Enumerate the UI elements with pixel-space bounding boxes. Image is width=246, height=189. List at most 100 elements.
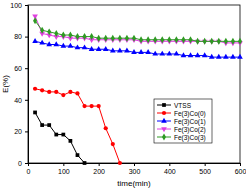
x-axis-title: time(min): [117, 179, 151, 188]
series-marker: [33, 111, 37, 115]
legend-label: Fe(3)Co(2): [174, 126, 206, 134]
y-tick-mark: [25, 37, 28, 38]
x-axis: 0100200300400500600: [27, 163, 246, 175]
series-marker: [82, 104, 86, 108]
series-marker: [33, 87, 37, 91]
series-marker: [131, 49, 137, 54]
legend: VTSSFe(3)Co(0)Fe(3)Co(1)Fe(3)Co(2)Fe(3)C…: [154, 99, 212, 143]
series-marker: [46, 41, 52, 46]
series: [33, 87, 122, 165]
y-tick-label: 40: [14, 97, 22, 104]
x-tick-label: 100: [58, 168, 70, 175]
y-tick-label: 0: [18, 160, 22, 167]
legend-box: [154, 99, 212, 143]
series-marker: [145, 49, 151, 54]
series-marker: [68, 90, 72, 94]
x-tick: 100: [58, 163, 70, 175]
series-marker: [82, 44, 88, 49]
series-marker: [76, 153, 80, 157]
series-marker: [33, 17, 37, 24]
y-tick: 60: [14, 65, 28, 72]
series-marker: [166, 51, 172, 56]
x-tick: 400: [164, 163, 176, 175]
series-marker: [97, 35, 101, 42]
plot-frame: [28, 5, 240, 163]
series-marker: [181, 52, 187, 57]
y-tick-mark: [25, 100, 28, 101]
x-tick-label: 600: [235, 168, 246, 175]
y-tick: 100: [10, 2, 28, 9]
y-tick-mark: [25, 163, 28, 164]
legend-entry: VTSS: [157, 102, 192, 109]
series-marker: [159, 51, 165, 56]
series-marker: [139, 36, 143, 43]
series-marker: [209, 54, 215, 59]
series-marker: [89, 46, 95, 51]
x-axis-line: [29, 164, 241, 167]
series-marker: [97, 104, 101, 108]
x-tick-mark: [205, 163, 206, 166]
legend-entry: Fe(3)Co(1): [157, 118, 206, 126]
series-marker: [138, 49, 144, 54]
y-tick-label: 80: [14, 33, 22, 40]
series-line: [35, 112, 84, 163]
series: [33, 111, 86, 165]
series-marker: [111, 142, 115, 146]
chart: 0100200300400500600020406080100VTSSFe(3)…: [0, 0, 246, 189]
series-marker: [60, 43, 66, 48]
series-marker: [47, 123, 51, 127]
x-tick-label: 300: [129, 168, 141, 175]
series-marker: [238, 38, 242, 45]
legend-entry: Fe(3)Co(0): [157, 110, 206, 118]
y-tick-mark: [25, 5, 28, 6]
x-tick-label: 200: [93, 168, 105, 175]
legend-marker: [162, 103, 166, 107]
series-marker: [40, 88, 44, 92]
y-axis-title: E(%): [1, 75, 10, 93]
series-marker: [237, 54, 243, 59]
series-marker: [103, 46, 109, 51]
legend-marker: [162, 111, 166, 115]
x-tick: 200: [93, 163, 105, 175]
series: [33, 17, 242, 45]
x-tick-mark: [99, 163, 100, 166]
series-marker: [160, 36, 164, 43]
y-tick-label: 20: [14, 128, 22, 135]
series-marker: [230, 54, 236, 59]
series-marker: [167, 36, 171, 43]
y-tick: 20: [14, 128, 28, 135]
series-marker: [124, 48, 130, 53]
y-tick: 40: [14, 97, 28, 104]
series-marker: [104, 35, 108, 42]
series-marker: [75, 91, 79, 95]
x-tick-mark: [63, 163, 64, 166]
series-marker: [231, 38, 235, 45]
series-marker: [224, 38, 228, 45]
series-marker: [118, 161, 122, 165]
series-marker: [189, 36, 193, 43]
series-marker: [195, 52, 201, 57]
series-marker: [153, 36, 157, 43]
x-tick: 300: [129, 163, 141, 175]
plot-area: 0100200300400500600020406080100VTSSFe(3)…: [10, 2, 246, 175]
series-marker: [90, 33, 94, 40]
y-axis: 0 20 40 60 80 100: [10, 2, 28, 167]
series-marker: [69, 139, 73, 143]
series-marker: [32, 38, 38, 43]
series-marker: [174, 36, 178, 43]
y-tick: 0: [18, 160, 28, 167]
legend-label: Fe(3)Co(3): [174, 134, 206, 142]
series-marker: [40, 27, 44, 34]
legend-label: VTSS: [174, 102, 192, 109]
series-marker: [75, 44, 81, 49]
series: [32, 14, 243, 46]
series-marker: [202, 52, 208, 57]
legend-marker: [161, 118, 167, 123]
x-tick-label: 400: [164, 168, 176, 175]
x-tick: 600: [235, 163, 246, 175]
series-marker: [53, 41, 59, 46]
x-tick: 500: [199, 163, 211, 175]
series-line: [35, 89, 120, 163]
legend-label: Fe(3)Co(1): [174, 118, 206, 126]
series-marker: [146, 36, 150, 43]
